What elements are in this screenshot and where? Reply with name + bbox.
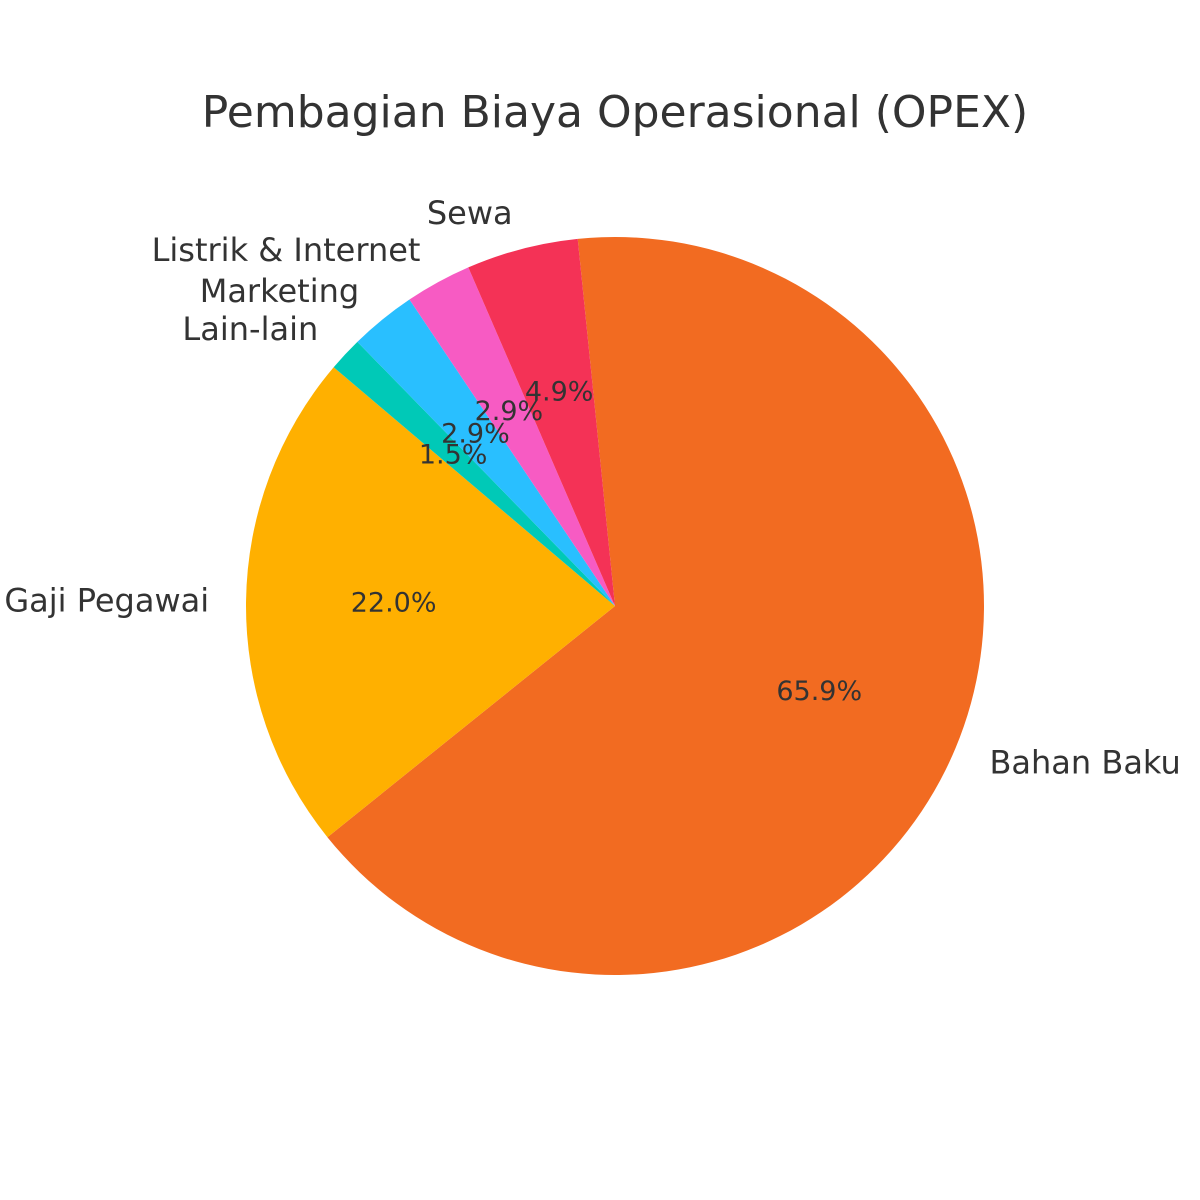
percent-gaji-pegawai: 22.0% [351,588,437,619]
percent-sewa: 4.9% [525,376,594,407]
slice-sewa [468,238,615,606]
label-gaji-pegawai: Gaji Pegawai [4,582,209,620]
slice-bahan-baku [327,237,984,975]
pie-labels: Bahan Baku 65.9% Gaji Pegawai 22.0% Lain-lai… [4,194,1180,781]
slice-lain-lain [333,341,615,606]
slice-marketing [357,299,615,606]
label-lain-lain: Lain-lain [182,310,318,348]
percent-marketing: 2.9% [441,419,510,450]
label-marketing: Marketing [200,272,359,310]
percent-listrik-and-internet: 2.9% [475,396,544,427]
percent-bahan-baku: 65.9% [776,676,862,707]
chart-title: Pembagian Biaya Operasional (OPEX) [202,87,1028,138]
label-sewa: Sewa [427,194,513,232]
label-listrik-and-internet: Listrik & Internet [152,231,421,269]
pie-slices [246,237,984,975]
slice-gaji-pegawai [246,367,615,838]
label-bahan-baku: Bahan Baku [989,744,1180,782]
percent-lain-lain: 1.5% [419,439,488,470]
slice-listrik-and-internet [409,267,615,606]
